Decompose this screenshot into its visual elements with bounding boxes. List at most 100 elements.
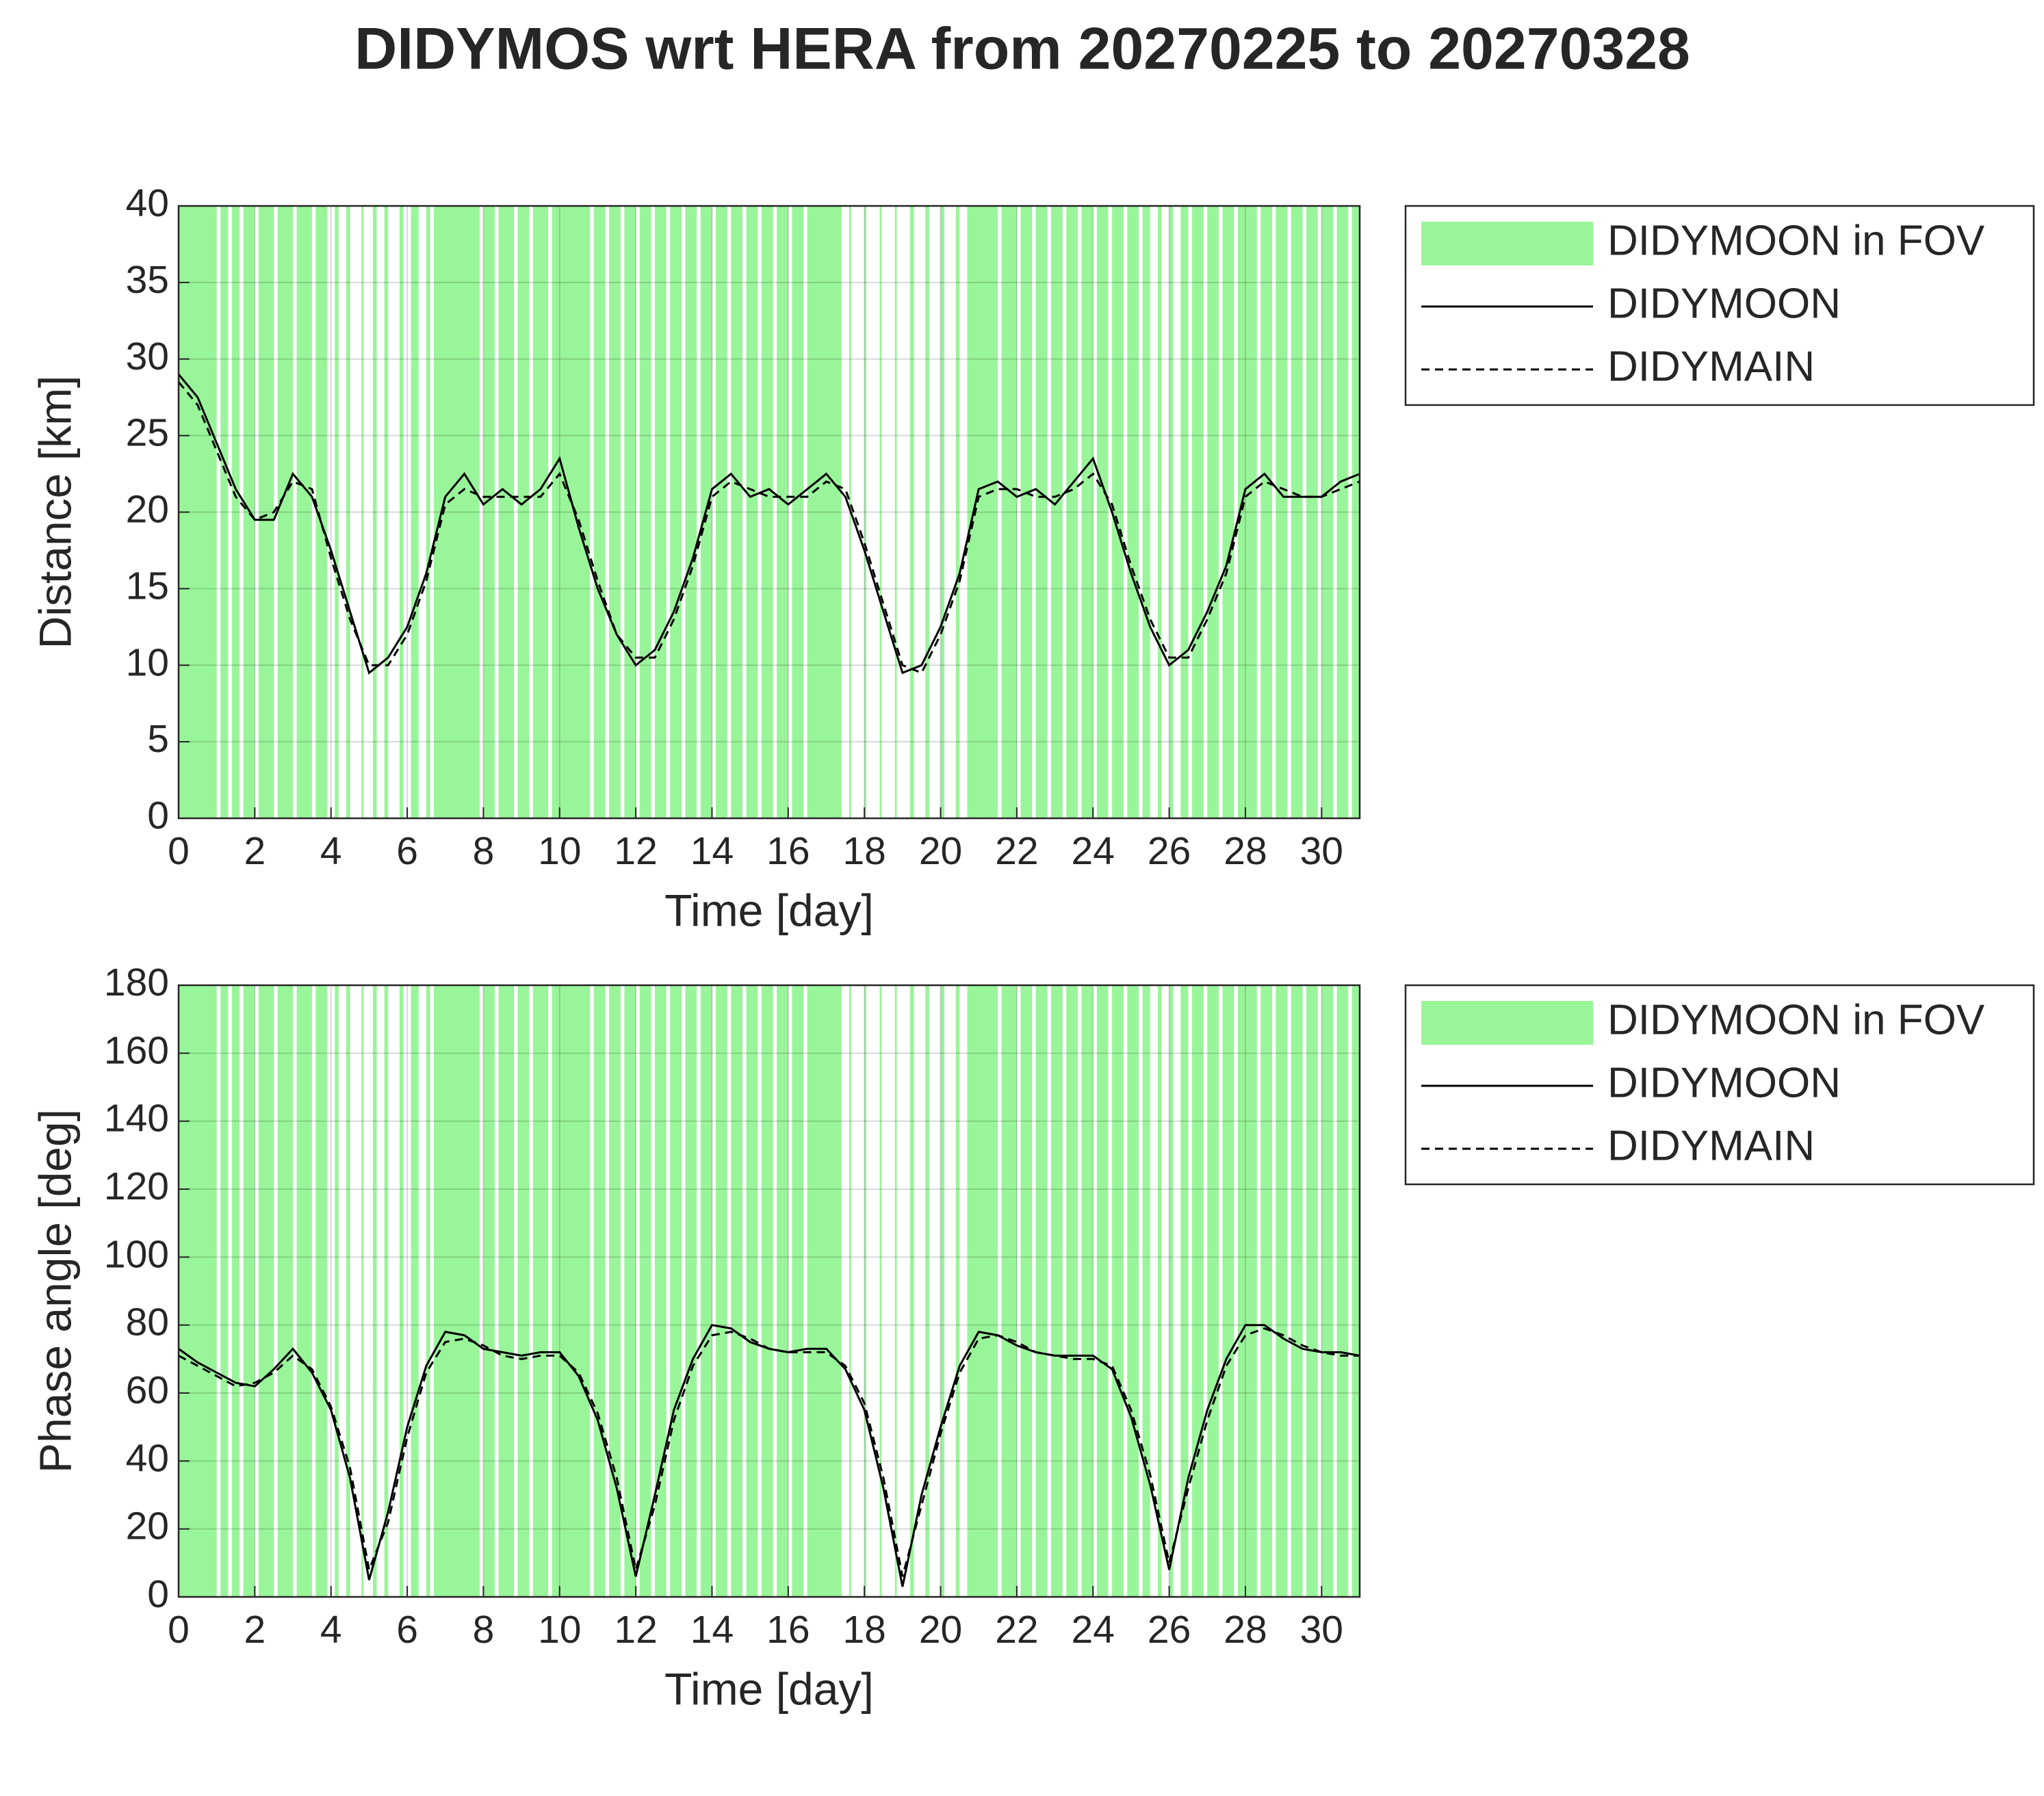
fov-span: [864, 985, 866, 1597]
fov-span: [955, 206, 960, 818]
fov-span: [483, 985, 495, 1597]
fov-span: [335, 206, 339, 818]
x-tick-label: 14: [690, 1608, 734, 1652]
fov-span: [426, 985, 430, 1597]
fov-span: [1180, 985, 1189, 1597]
x-tick-label: 16: [766, 829, 810, 873]
fov-span: [1207, 985, 1219, 1597]
fov-span: [1276, 206, 1288, 818]
fov-span: [654, 985, 667, 1597]
fov-span: [746, 206, 758, 818]
fov-span: [1351, 206, 1360, 818]
fov-span: [967, 985, 998, 1597]
x-tick-label: 18: [842, 1608, 885, 1652]
fov-span: [910, 985, 914, 1597]
fov-span: [639, 985, 651, 1597]
fov-span: [532, 206, 549, 818]
x-tick-label: 6: [396, 1608, 418, 1652]
y-tick-label: 25: [126, 411, 169, 455]
fov-span: [1020, 985, 1033, 1597]
fov-span: [411, 985, 419, 1597]
x-tick-label: 8: [473, 1608, 495, 1652]
fov-span: [1066, 206, 1078, 818]
fov-span: [1157, 985, 1162, 1597]
x-tick-label: 4: [320, 1608, 342, 1652]
y-tick-label: 20: [126, 1505, 169, 1548]
fov-span: [1169, 206, 1174, 818]
x-tick-label: 30: [1300, 1608, 1343, 1652]
fov-span: [864, 206, 866, 818]
fov-span: [1081, 985, 1094, 1597]
y-tick-label: 5: [147, 717, 169, 761]
fov-span: [609, 985, 621, 1597]
fov-span: [1180, 206, 1189, 818]
x-tick-label: 16: [766, 1608, 810, 1652]
fov-span: [1001, 985, 1017, 1597]
fov-span: [777, 985, 788, 1597]
legend-label: DIDYMOON in FOV: [1607, 217, 1985, 264]
y-tick-label: 0: [147, 794, 169, 837]
fov-span: [411, 206, 419, 818]
fov-span: [1157, 206, 1162, 818]
legend-swatch: [1421, 1001, 1593, 1045]
legend-label: DIDYMOON: [1607, 280, 1841, 327]
fov-span: [1336, 206, 1349, 818]
fov-span: [1306, 985, 1318, 1597]
fov-span: [624, 985, 636, 1597]
fov-span: [384, 985, 389, 1597]
fov-span: [361, 985, 364, 1597]
x-tick-label: 24: [1072, 1608, 1115, 1652]
y-tick-label: 40: [126, 181, 169, 225]
x-tick-label: 14: [690, 829, 734, 873]
fov-span: [639, 206, 651, 818]
data-line: [178, 1327, 1360, 1577]
x-tick-label: 0: [168, 1608, 190, 1652]
fov-span: [1260, 206, 1272, 818]
fov-span: [1081, 206, 1094, 818]
x-tick-label: 26: [1148, 829, 1191, 873]
fov-span: [231, 985, 240, 1597]
fov-span: [1051, 985, 1063, 1597]
y-tick-label: 35: [126, 258, 169, 302]
fov-span: [517, 206, 530, 818]
fov-span: [670, 985, 682, 1597]
legend-label: DIDYMAIN: [1607, 343, 1815, 390]
fov-span: [940, 206, 945, 818]
fov-span: [910, 206, 914, 818]
fov-span: [1291, 206, 1303, 818]
fov-span: [1096, 985, 1109, 1597]
y-tick-label: 20: [126, 488, 169, 532]
fov-span: [731, 206, 743, 818]
fov-span: [1321, 206, 1334, 818]
fov-span: [1237, 985, 1257, 1597]
y-tick-label: 180: [104, 961, 169, 1004]
fov-span: [426, 206, 430, 818]
y-tick-label: 40: [126, 1436, 169, 1480]
fov-span: [532, 985, 549, 1597]
fov-span: [1127, 206, 1139, 818]
fov-span: [315, 985, 328, 1597]
fov-span: [1336, 985, 1349, 1597]
fov-span: [624, 206, 636, 818]
fov-span: [777, 206, 788, 818]
y-axis-label: Phase angle [deg]: [29, 1109, 80, 1473]
x-tick-label: 2: [244, 829, 266, 873]
fov-span: [1112, 206, 1124, 818]
fov-span: [346, 206, 350, 818]
x-tick-label: 12: [614, 1608, 657, 1652]
x-tick-label: 12: [614, 829, 657, 873]
fov-span: [277, 985, 294, 1597]
fov-span: [716, 206, 727, 818]
x-tick-label: 10: [538, 1608, 581, 1652]
y-tick-label: 160: [104, 1028, 169, 1072]
fov-span: [792, 985, 804, 1597]
data-line: [177, 381, 1360, 675]
fov-span: [967, 206, 998, 818]
x-tick-label: 28: [1224, 829, 1267, 873]
fov-span: [1142, 985, 1150, 1597]
x-tick-label: 20: [919, 829, 962, 873]
fov-span: [685, 206, 697, 818]
x-tick-label: 18: [842, 829, 885, 873]
fov-span: [1127, 985, 1139, 1597]
